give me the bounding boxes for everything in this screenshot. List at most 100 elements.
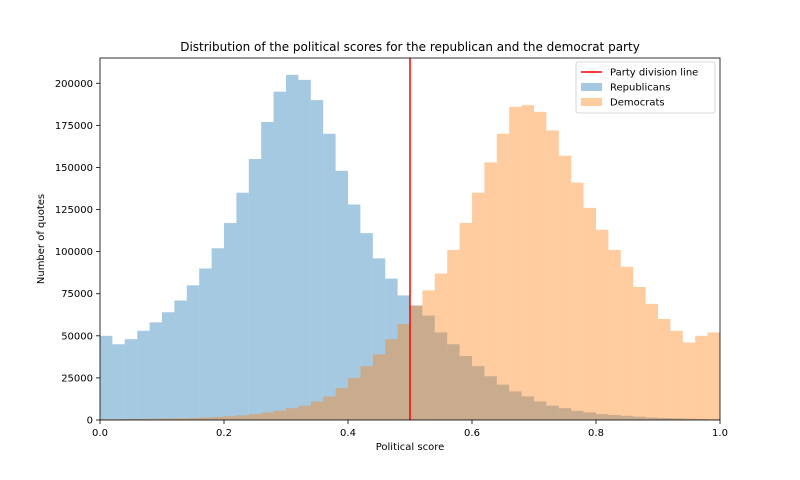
x-tick-label: 0.4 (340, 428, 356, 439)
democrats-bar (224, 416, 237, 420)
republicans-bar (248, 159, 262, 420)
republicans-bar (273, 91, 286, 421)
republicans-bar (112, 344, 125, 420)
x-tick-label: 0.2 (216, 428, 232, 439)
republicans-bar (236, 192, 249, 420)
plot-frame (99, 57, 721, 421)
republicans-bar (261, 121, 274, 421)
republicans-bars (100, 74, 720, 421)
y-tick-label: 0 (87, 416, 93, 427)
democrats-bar (360, 366, 373, 420)
democrats-bar (596, 229, 609, 420)
democrats-bar (100, 419, 113, 420)
democrats-bar (496, 133, 510, 420)
republicans-bar (534, 401, 547, 420)
republicans-bar (372, 258, 386, 420)
republicans-bar (670, 418, 683, 420)
republicans-bar (472, 366, 485, 420)
democrats-bar (248, 414, 262, 420)
democrats-bar (286, 408, 299, 420)
democrats-bar (447, 249, 460, 420)
republicans-bar (186, 285, 200, 420)
y-tick-label: 75000 (61, 289, 93, 300)
democrats-bar (199, 417, 212, 420)
legend-swatch-democrats (581, 98, 602, 106)
republicans-bar (323, 133, 336, 420)
democrats-bar (137, 418, 150, 420)
democrats-bar (695, 335, 708, 420)
democrats-bar (323, 396, 336, 420)
republicans-bar (620, 415, 634, 420)
democrats-bars (100, 105, 720, 421)
democrats-bar (583, 207, 596, 420)
republicans-bar (434, 332, 448, 420)
y-tick-label: 100000 (55, 247, 93, 258)
democrats-bar (112, 419, 125, 420)
democrats-bar (261, 412, 274, 420)
republicans-bar (682, 418, 696, 420)
democrats-bar (422, 290, 435, 420)
democrats-bar (521, 105, 534, 420)
republicans-bar (348, 204, 361, 420)
republicans-bar (645, 417, 658, 420)
republicans-bar (224, 223, 237, 420)
republicans-bar (546, 405, 559, 420)
y-tick-label: 200000 (55, 79, 93, 90)
republicans-bar (174, 300, 187, 420)
x-axis-label: Political score (376, 442, 445, 453)
republicans-bar (521, 396, 534, 420)
republicans-bar (633, 416, 646, 420)
democrats-bar (149, 418, 162, 420)
republicans-bar (100, 335, 113, 420)
republicans-bar (397, 295, 410, 420)
republicans-bar (459, 356, 472, 420)
republicans-bar (149, 322, 162, 420)
x-tick-label: 0.8 (588, 428, 604, 439)
republicans-bar (385, 278, 398, 420)
republicans-bar (360, 233, 373, 420)
republicans-bar (484, 376, 497, 420)
x-axis: 0.0 0.2 0.4 0.6 0.8 1.0 (92, 420, 728, 439)
republicans-bar (695, 418, 708, 420)
republicans-bar (596, 414, 609, 420)
democrats-bar (571, 182, 584, 420)
republicans-bar (608, 414, 621, 420)
democrats-bar (397, 324, 410, 420)
democrats-bar (310, 401, 324, 420)
x-tick-label: 1.0 (712, 428, 728, 439)
democrats-bar (298, 405, 311, 420)
democrats-bar (670, 330, 683, 420)
democrats-bar (707, 332, 720, 420)
legend-swatch-republicans (581, 83, 602, 91)
republicans-bar (286, 74, 299, 420)
democrats-bar (211, 416, 224, 420)
y-tick-label: 125000 (55, 205, 93, 216)
democrats-bar (348, 377, 361, 420)
democrats-bar (385, 339, 398, 420)
democrats-bar (546, 130, 559, 420)
y-tick-label: 50000 (61, 331, 93, 342)
republicans-bar (298, 79, 311, 421)
republicans-bar (422, 315, 435, 420)
republicans-bar (447, 344, 460, 420)
x-tick-label: 0.0 (92, 428, 108, 439)
republicans-bar (124, 339, 138, 420)
y-axis: 0 25000 50000 75000 100000 125000 150000 175000… (55, 79, 100, 427)
democrats-bar (410, 305, 423, 420)
democrats-bar (658, 318, 671, 420)
republicans-bar (211, 248, 224, 420)
republicans-bar (496, 384, 510, 420)
x-tick-label: 0.6 (464, 428, 480, 439)
democrats-bar (124, 418, 138, 420)
republicans-bar (509, 391, 522, 420)
democrats-bar (620, 266, 634, 420)
democrats-bar (162, 418, 175, 420)
democrats-bar (484, 162, 497, 421)
democrats-bar (534, 111, 547, 421)
republicans-bar (310, 100, 324, 421)
republicans-bar (162, 312, 175, 420)
y-tick-label: 25000 (61, 373, 93, 384)
y-axis-label: Number of quotes (36, 194, 47, 284)
y-tick-label: 175000 (55, 121, 93, 132)
